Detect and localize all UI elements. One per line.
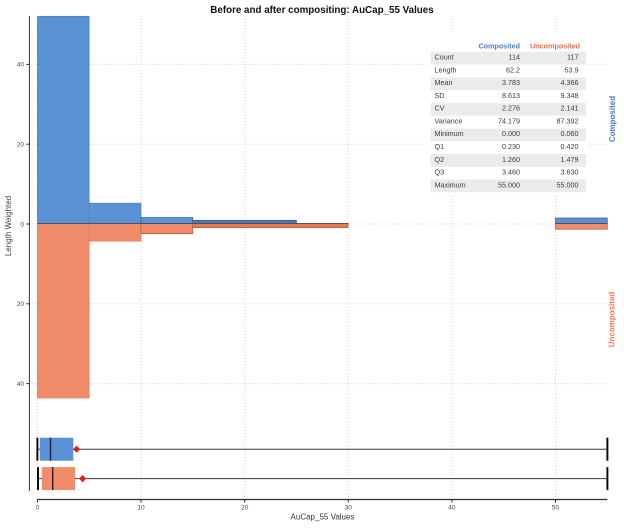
svg-text:CV: CV	[435, 104, 445, 113]
svg-text:4.366: 4.366	[561, 78, 579, 87]
svg-text:20: 20	[17, 301, 25, 308]
svg-text:AuCap_55 Values: AuCap_55 Values	[291, 513, 355, 522]
svg-text:55.000: 55.000	[498, 180, 520, 189]
svg-text:0: 0	[20, 221, 24, 228]
svg-text:62.2: 62.2	[506, 65, 520, 74]
svg-text:3.783: 3.783	[502, 78, 520, 87]
svg-text:Composited: Composited	[478, 42, 520, 51]
svg-text:2.141: 2.141	[561, 104, 579, 113]
svg-text:Count: Count	[435, 53, 454, 62]
svg-text:1.260: 1.260	[502, 155, 520, 164]
svg-text:8.613: 8.613	[502, 91, 520, 100]
svg-text:40: 40	[448, 505, 456, 512]
svg-text:87.392: 87.392	[557, 116, 579, 125]
svg-text:0.230: 0.230	[502, 142, 520, 151]
svg-text:Length Weighted: Length Weighted	[4, 196, 13, 256]
svg-text:53.9: 53.9	[565, 65, 579, 74]
svg-text:Q3: Q3	[435, 168, 445, 177]
svg-text:Uncomposited: Uncomposited	[530, 42, 580, 51]
svg-text:Composited: Composited	[608, 96, 617, 142]
svg-text:74.179: 74.179	[498, 116, 520, 125]
svg-text:Variance: Variance	[435, 116, 463, 125]
svg-text:Before and after compositing:: Before and after compositing: AuCap_55 V…	[210, 5, 434, 16]
svg-text:Mean: Mean	[435, 78, 453, 87]
svg-text:117: 117	[567, 53, 578, 62]
svg-text:0.000: 0.000	[502, 129, 520, 138]
svg-text:40: 40	[17, 381, 25, 388]
svg-text:2.276: 2.276	[502, 104, 520, 113]
svg-text:SD: SD	[435, 91, 445, 100]
svg-text:Minimum: Minimum	[435, 129, 464, 138]
svg-text:40: 40	[17, 62, 25, 69]
svg-text:Uncomposited: Uncomposited	[608, 292, 617, 348]
svg-text:10: 10	[137, 505, 145, 512]
svg-text:114: 114	[509, 53, 520, 62]
svg-text:0: 0	[36, 505, 40, 512]
svg-text:Q2: Q2	[435, 155, 445, 164]
svg-text:9.348: 9.348	[561, 91, 579, 100]
svg-text:Q1: Q1	[435, 142, 445, 151]
svg-text:55.000: 55.000	[557, 180, 579, 189]
svg-text:0.420: 0.420	[561, 142, 579, 151]
svg-text:50: 50	[552, 505, 560, 512]
svg-text:20: 20	[17, 142, 25, 149]
svg-text:30: 30	[345, 505, 353, 512]
svg-text:20: 20	[241, 505, 249, 512]
svg-text:0.060: 0.060	[561, 129, 579, 138]
svg-text:3.460: 3.460	[502, 168, 520, 177]
svg-text:1.479: 1.479	[561, 155, 579, 164]
svg-text:Maximum: Maximum	[435, 180, 466, 189]
svg-text:3.630: 3.630	[561, 168, 579, 177]
svg-text:Length: Length	[435, 65, 457, 74]
